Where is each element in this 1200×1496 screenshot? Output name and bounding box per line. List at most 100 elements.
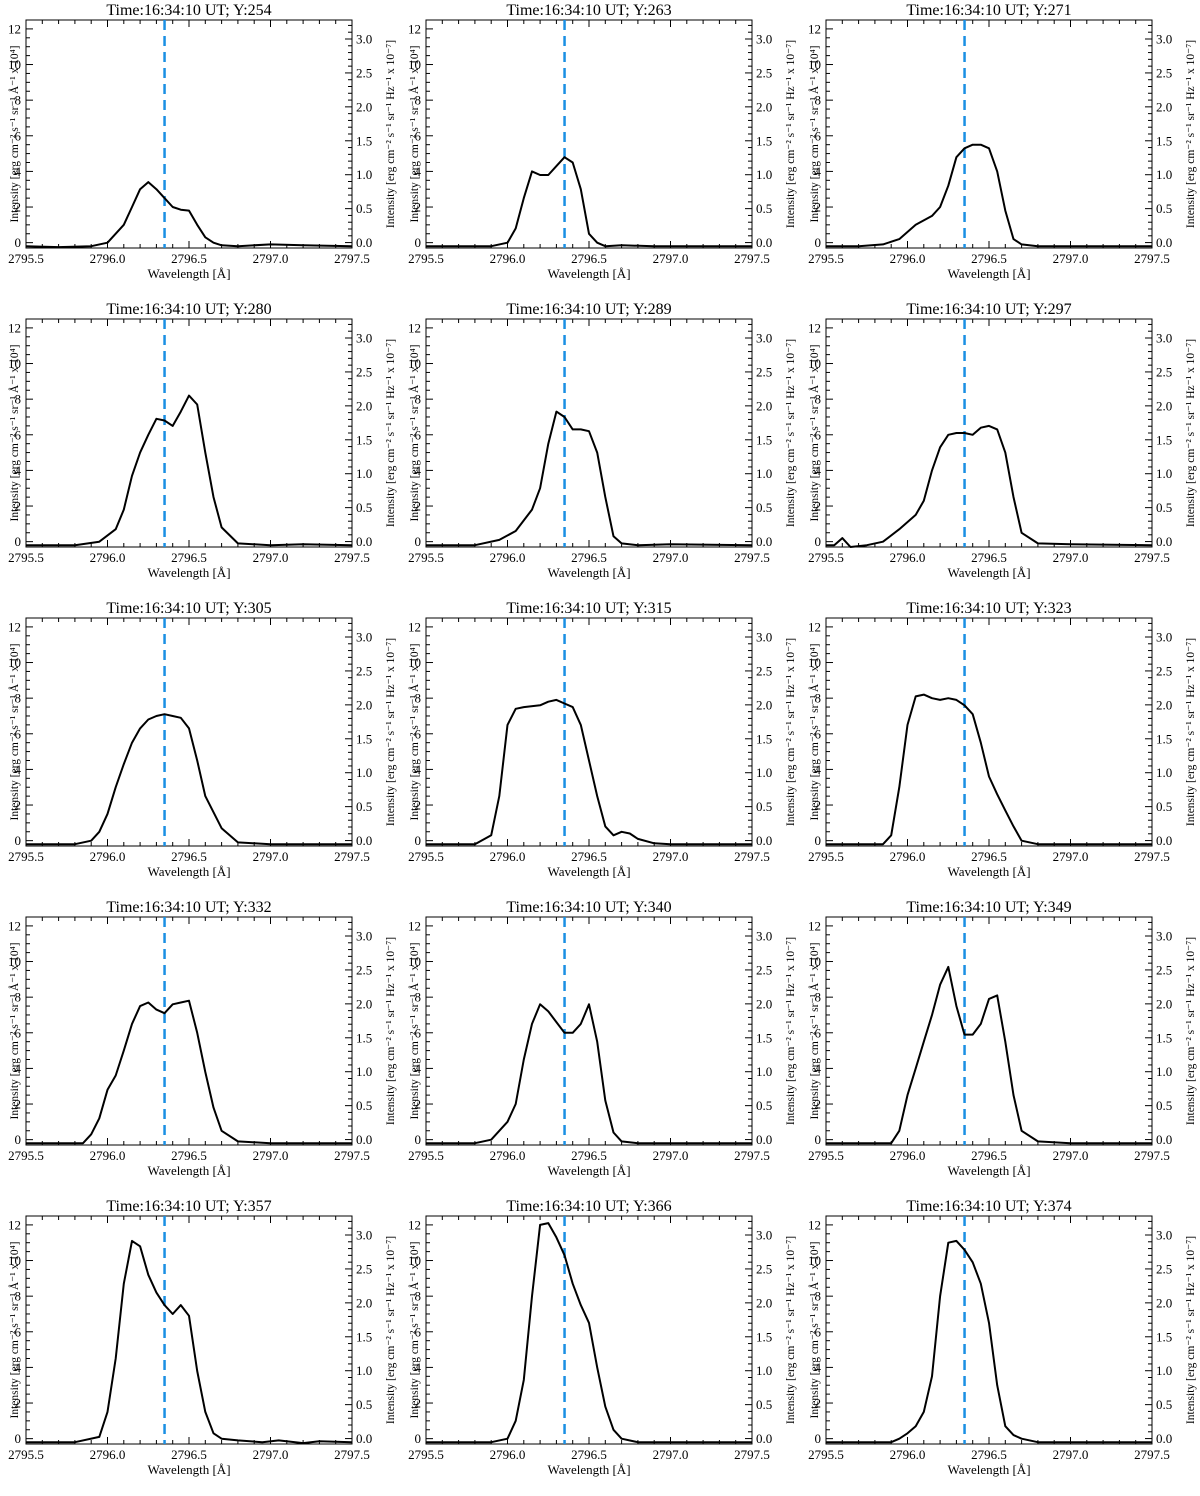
x-tick-label: 2797.5	[1134, 1447, 1170, 1462]
x-tick-label: 2795.5	[8, 550, 44, 565]
x-tick-label: 2797.5	[334, 849, 370, 864]
y-tick-label: 0	[15, 235, 22, 250]
x-axis-label: Wavelength [Å]	[147, 1462, 230, 1477]
x-tick-label: 2795.5	[8, 849, 44, 864]
chart-title: Time:16:34:10 UT; Y:263	[506, 2, 671, 19]
y-tick-label: 12	[8, 1217, 21, 1232]
x-axis-label: Wavelength [Å]	[147, 864, 230, 879]
y2-tick-label: 0.5	[756, 799, 772, 814]
y-tick-label: 4	[415, 164, 422, 179]
y-tick-label: 4	[415, 463, 422, 478]
y2-tick-label: 2.0	[356, 697, 372, 712]
y2-tick-label: 2.0	[756, 99, 772, 114]
y-tick-label: 2	[815, 499, 822, 514]
y-tick-label: 10	[408, 954, 421, 969]
y2-tick-label: 3.0	[356, 929, 372, 944]
y2-tick-label: 1.0	[356, 765, 372, 780]
y2-tick-label: 2.0	[356, 1295, 372, 1310]
y-axis-label: Intensity [erg cm⁻² s⁻¹ sr⁻¹ Å⁻¹ x 10⁴]	[7, 943, 21, 1120]
y2-tick-label: 0.0	[356, 235, 372, 250]
y-axis-label: Intensity [erg cm⁻² s⁻¹ sr⁻¹ Å⁻¹ x 10⁴]	[807, 644, 821, 821]
y2-axis-label: Intensity [erg cm⁻² s⁻¹ sr⁻¹ Hz⁻¹ x 10⁻⁷…	[385, 638, 397, 826]
spectrum-line	[26, 1239, 353, 1445]
y2-tick-label: 1.5	[756, 1329, 772, 1344]
spectrum-line	[426, 1222, 752, 1444]
y-tick-label: 10	[8, 57, 21, 72]
x-tick-label: 2797.5	[734, 849, 770, 864]
y2-tick-label: 2.5	[756, 65, 772, 80]
y2-tick-label: 0.0	[1156, 1431, 1172, 1446]
y-tick-label: 12	[808, 1217, 821, 1232]
y-tick-label: 2	[415, 499, 422, 514]
spectrum-chart: Time:16:34:10 UT; Y:332 2795.5 2796.0 2796.…	[7, 899, 397, 1178]
chart-title: Time:16:34:10 UT; Y:340	[506, 899, 671, 916]
spectrum-panel: Time:16:34:10 UT; Y:289 2795.5 2796.0 2796.…	[400, 299, 800, 599]
y-tick-label: 10	[408, 1253, 421, 1268]
y-tick-label: 0	[415, 1431, 422, 1446]
x-tick-label: 2795.5	[408, 251, 444, 266]
x-tick-label: 2797.5	[334, 1447, 370, 1462]
y-tick-label: 2	[15, 1396, 22, 1411]
y-tick-label: 8	[15, 691, 22, 706]
y-tick-label: 2	[815, 798, 822, 813]
y-tick-label: 8	[815, 392, 822, 407]
plot-frame	[825, 318, 1153, 548]
x-tick-label: 2796.5	[171, 1447, 207, 1462]
y-tick-label: 12	[8, 619, 21, 634]
y-tick-label: 0	[415, 833, 422, 848]
y2-tick-label: 1.5	[1156, 432, 1172, 447]
y2-axis-label: Intensity [erg cm⁻² s⁻¹ sr⁻¹ Hz⁻¹ x 10⁻⁷…	[1185, 339, 1197, 527]
y-tick-label: 0	[815, 833, 822, 848]
y2-tick-label: 0.0	[356, 1132, 372, 1147]
y-tick-label: 2	[415, 798, 422, 813]
x-axis-label: Wavelength [Å]	[547, 864, 630, 879]
y-tick-label: 4	[815, 1061, 822, 1076]
y-tick-label: 4	[415, 1360, 422, 1375]
y2-tick-label: 0.5	[356, 500, 372, 515]
spectrum-chart: Time:16:34:10 UT; Y:366 2795.5 2796.0 2796.…	[407, 1198, 797, 1477]
y2-tick-label: 1.0	[1156, 1064, 1172, 1079]
x-tick-label: 2797.0	[653, 1148, 689, 1163]
y2-tick-label: 3.0	[1156, 331, 1172, 346]
x-tick-label: 2797.0	[1053, 550, 1089, 565]
y2-tick-label: 1.5	[1156, 731, 1172, 746]
y2-tick-label: 2.5	[1156, 962, 1172, 977]
y2-tick-label: 1.0	[356, 466, 372, 481]
y-tick-label: 10	[808, 356, 821, 371]
y2-axis-label: Intensity [erg cm⁻² s⁻¹ sr⁻¹ Hz⁻¹ x 10⁻⁷…	[1185, 638, 1197, 826]
y-tick-label: 12	[408, 21, 421, 36]
x-tick-label: 2797.0	[253, 251, 289, 266]
y-tick-label: 4	[815, 1360, 822, 1375]
x-tick-label: 2797.0	[1053, 251, 1089, 266]
x-axis-label: Wavelength [Å]	[147, 565, 230, 580]
y-tick-label: 4	[15, 1061, 22, 1076]
y2-tick-label: 0.0	[1156, 534, 1172, 549]
y-tick-label: 10	[408, 655, 421, 670]
chart-title: Time:16:34:10 UT; Y:297	[906, 301, 1071, 318]
x-tick-label: 2797.5	[734, 1447, 770, 1462]
spectrum-chart: Time:16:34:10 UT; Y:305 2795.5 2796.0 2796.…	[7, 600, 397, 879]
y-tick-label: 4	[415, 762, 422, 777]
y2-tick-label: 2.5	[756, 962, 772, 977]
y-tick-label: 10	[8, 954, 21, 969]
x-tick-label: 2796.0	[490, 1447, 526, 1462]
y-tick-label: 8	[15, 392, 22, 407]
y-tick-label: 4	[815, 762, 822, 777]
y2-tick-label: 1.0	[356, 1064, 372, 1079]
y-tick-label: 2	[415, 1097, 422, 1112]
y2-tick-label: 2.0	[1156, 996, 1172, 1011]
y2-axis-label: Intensity [erg cm⁻² s⁻¹ sr⁻¹ Hz⁻¹ x 10⁻⁷…	[385, 1236, 397, 1424]
y-tick-label: 8	[15, 93, 22, 108]
y-tick-label: 12	[408, 918, 421, 933]
x-tick-label: 2796.5	[971, 1447, 1007, 1462]
y2-tick-label: 3.0	[756, 331, 772, 346]
x-tick-label: 2796.0	[890, 1148, 926, 1163]
plot-frame	[825, 617, 1153, 847]
y-tick-label: 8	[415, 93, 422, 108]
y-tick-label: 8	[815, 93, 822, 108]
y-tick-label: 10	[808, 954, 821, 969]
y-tick-label: 8	[415, 392, 422, 407]
y-axis-label: Intensity [erg cm⁻² s⁻¹ sr⁻¹ Å⁻¹ x 10⁴]	[7, 1242, 21, 1419]
y2-axis-label: Intensity [erg cm⁻² s⁻¹ sr⁻¹ Hz⁻¹ x 10⁻⁷…	[385, 937, 397, 1125]
y-tick-label: 8	[15, 990, 22, 1005]
